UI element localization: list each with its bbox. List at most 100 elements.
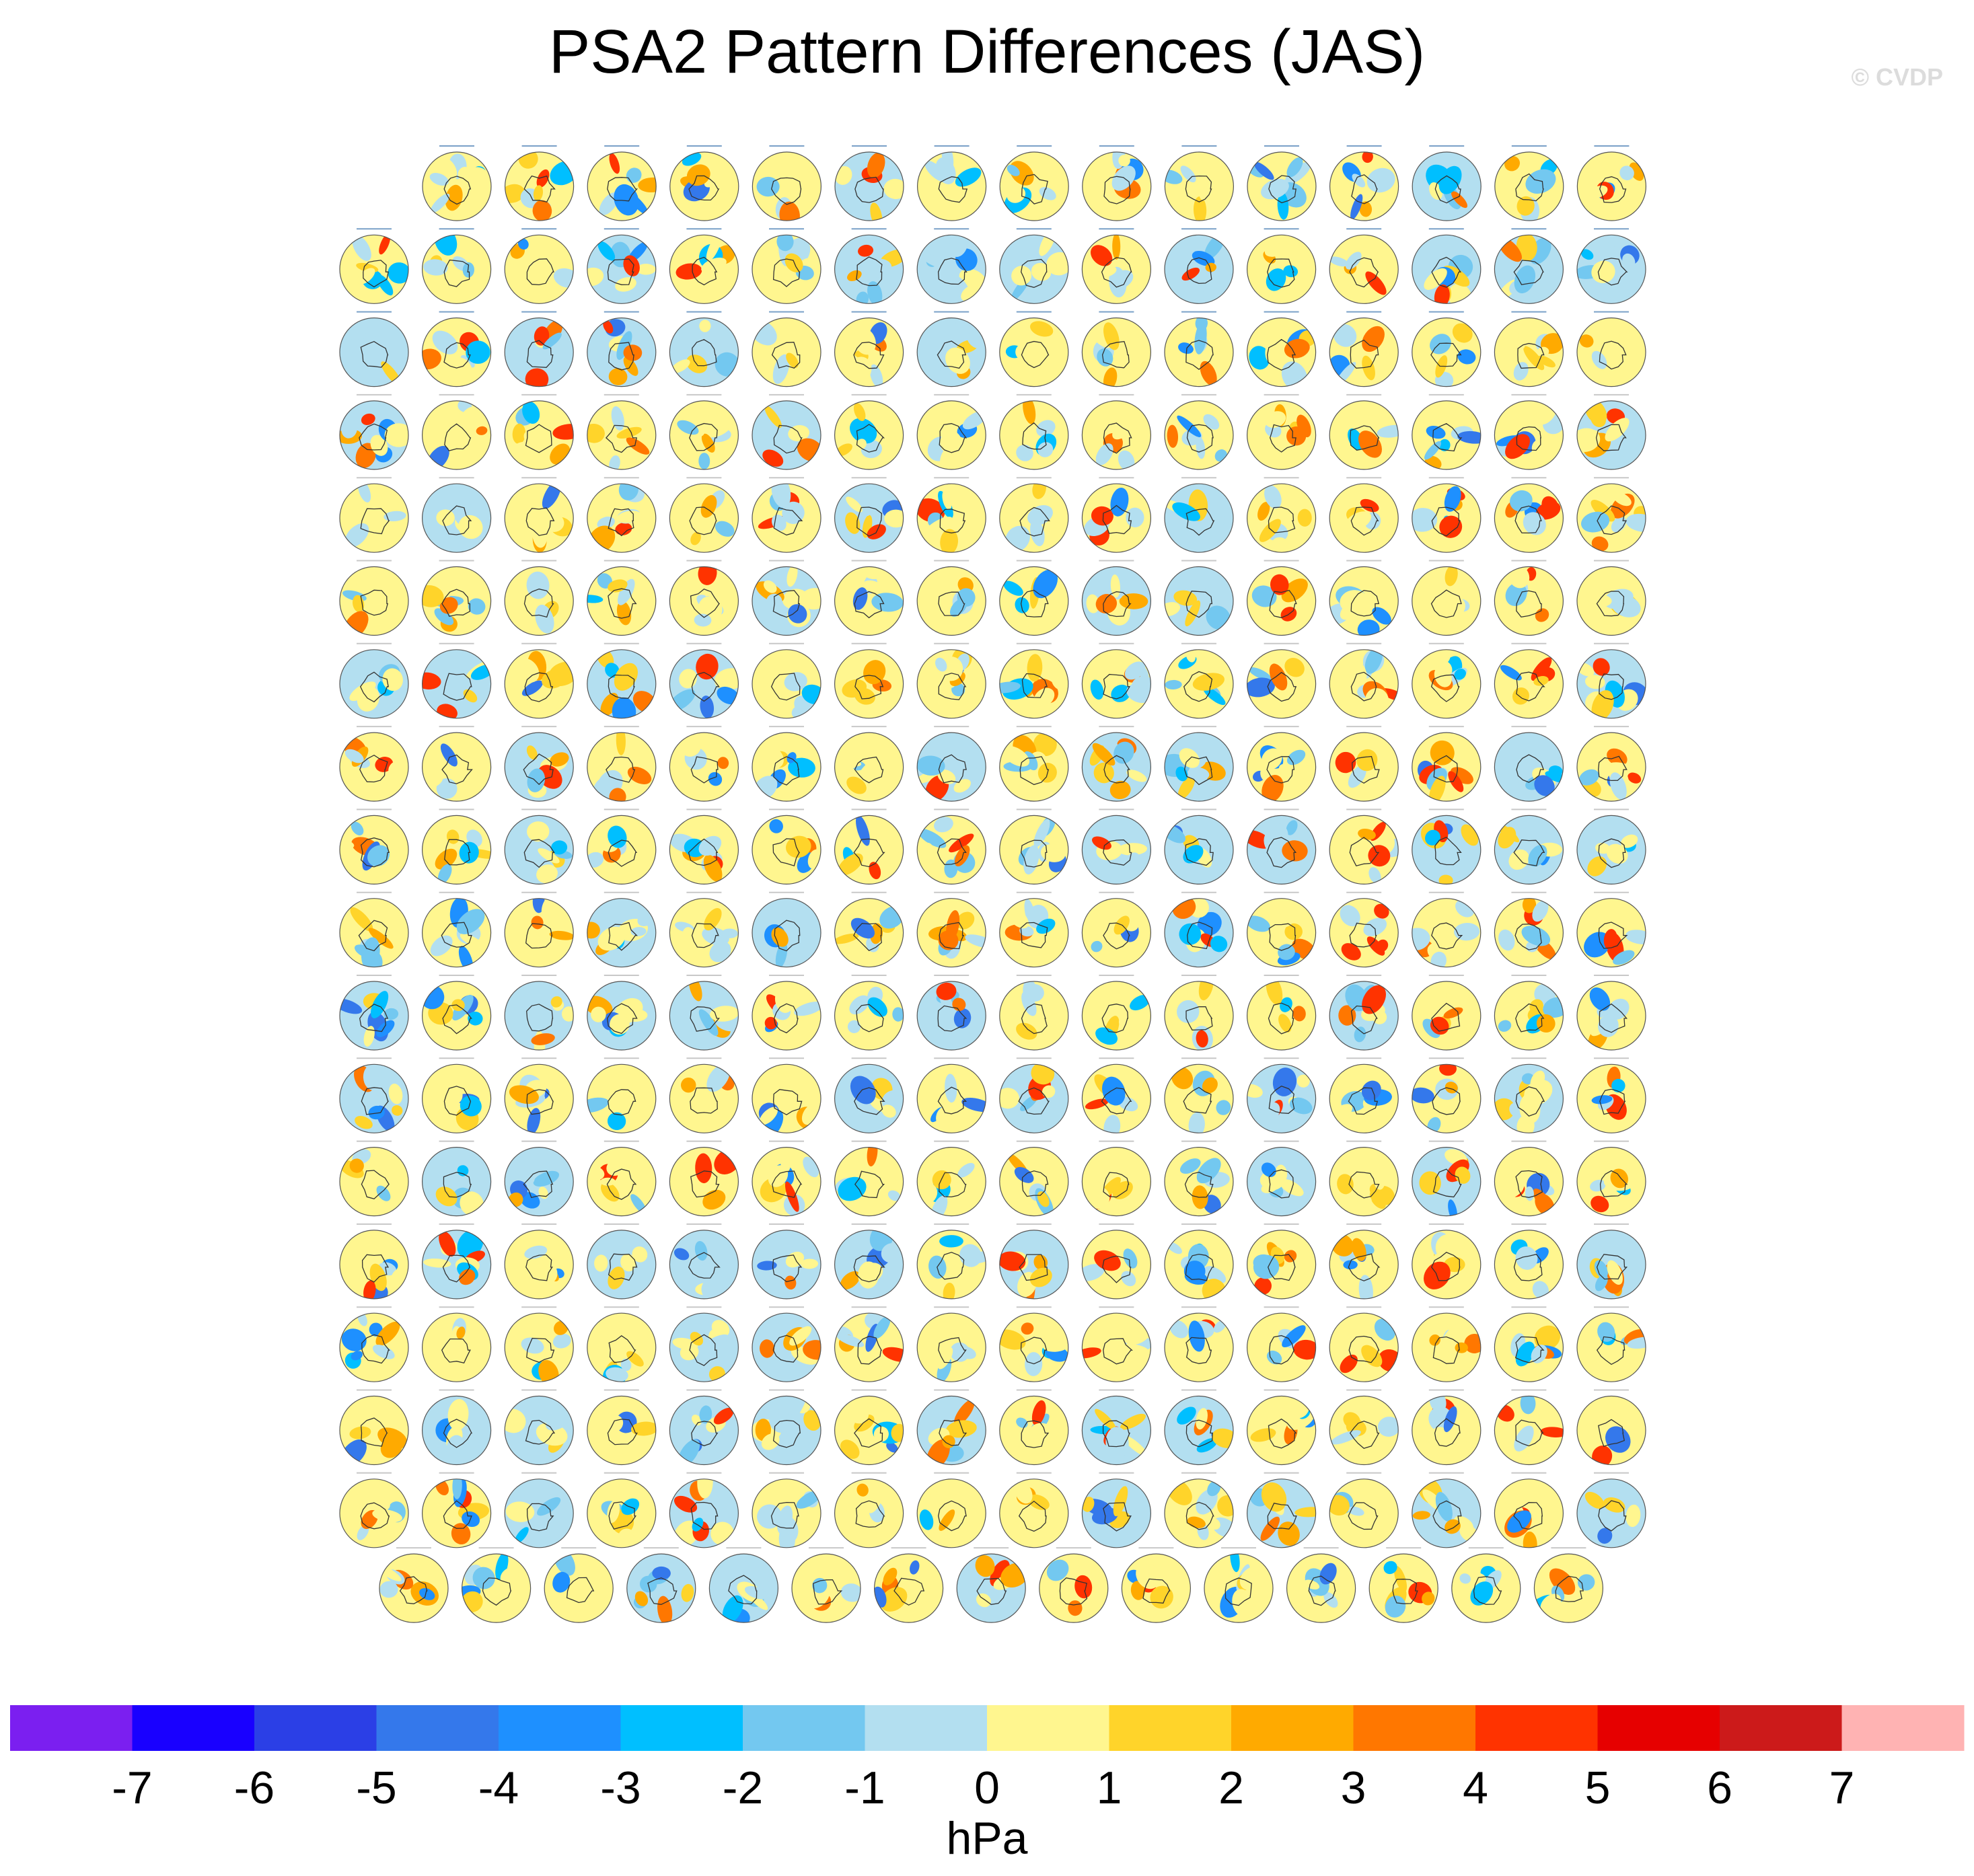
panel-map: [504, 726, 574, 802]
panel-map: [999, 809, 1069, 885]
panel-map: [1576, 228, 1646, 304]
panel-map: [1081, 1057, 1152, 1133]
panel-map: [999, 891, 1069, 968]
panel-map: [1576, 560, 1646, 636]
panel-map: [1576, 1223, 1646, 1300]
panel-map: [504, 1389, 574, 1466]
panel-map: [1576, 891, 1646, 968]
panel-map: [1412, 891, 1482, 968]
panel-map: [1329, 477, 1399, 553]
panel-map: [1081, 642, 1152, 719]
panel-map: [1412, 1306, 1482, 1382]
panel-map: [1164, 1389, 1234, 1466]
colorbar-segment: [1720, 1705, 1842, 1751]
panel-map: [1246, 809, 1317, 885]
panel-map: [669, 560, 739, 636]
panel-map: [1081, 1472, 1152, 1548]
panel-map: [1164, 311, 1234, 387]
panel-map: [708, 1547, 779, 1623]
panel-map: [504, 1057, 574, 1133]
panel-map: [1576, 1306, 1646, 1382]
panel-map: [834, 809, 904, 885]
panel-map: [421, 1389, 492, 1466]
panel-map: [834, 1306, 904, 1382]
panel-map: [999, 393, 1069, 470]
colorbar-tick-label: 3: [1341, 1762, 1366, 1813]
panel-map: [1164, 1306, 1234, 1382]
panel-map: [999, 1057, 1069, 1133]
panel-map: [1494, 477, 1564, 553]
panel-map: [421, 891, 492, 968]
panel-map: [1246, 393, 1317, 470]
panel-map: [587, 1223, 657, 1300]
panel-map: [669, 1057, 739, 1133]
panel-map: [1164, 1057, 1234, 1133]
panel-map: [916, 1306, 986, 1382]
panel-map: [1081, 809, 1152, 885]
panel-map: [916, 1223, 986, 1300]
colorbar-segment: [620, 1705, 743, 1751]
panel-map: [587, 975, 657, 1051]
colorbar-segment: [987, 1705, 1109, 1751]
panel-map: [669, 975, 739, 1051]
panel-map: [834, 726, 904, 802]
panel-map: [752, 1472, 821, 1548]
panel-map: [1081, 477, 1152, 553]
panel-map: [752, 145, 822, 221]
panel-map: [504, 1472, 574, 1548]
panel-map: [1329, 393, 1399, 470]
panel-map: [669, 1223, 739, 1300]
panel-map: [1246, 1223, 1317, 1300]
panel-map: [999, 642, 1069, 719]
panel-map: [916, 726, 986, 802]
panel-map: [421, 1472, 492, 1548]
colorbar-segment: [1353, 1705, 1476, 1751]
panel-map: [1286, 1547, 1356, 1623]
panel-map: [669, 393, 739, 470]
panel-map: [339, 809, 409, 885]
panel-map: [421, 975, 492, 1051]
panel-map: [1246, 560, 1317, 636]
panel-map: [504, 393, 574, 470]
panel-map: [504, 975, 574, 1051]
panel-map: [1412, 1223, 1482, 1300]
panel-map: [1246, 228, 1317, 304]
panel-map: [1576, 393, 1646, 470]
colorbar-tick-label: 1: [1097, 1762, 1122, 1813]
panel-map: [1246, 975, 1317, 1051]
panel-map: [339, 311, 409, 387]
panel-map: [916, 311, 986, 387]
panel-map: [1412, 726, 1482, 802]
panel-map: [1494, 1140, 1564, 1217]
panel-map: [421, 642, 492, 719]
panel-map: [1081, 1306, 1152, 1382]
colorbar-segment: [376, 1705, 499, 1751]
panel-map: [999, 726, 1069, 802]
panel-map: [916, 891, 986, 968]
panel-map: [1576, 809, 1646, 885]
panel-map: [669, 228, 739, 304]
panel-map: [999, 1306, 1069, 1382]
panel-map: [544, 1547, 614, 1623]
panel-map: [916, 975, 986, 1051]
panel-map: [421, 726, 492, 802]
panel-map: [1412, 311, 1482, 387]
panel-map: [504, 145, 575, 221]
panel-map: [1494, 145, 1564, 221]
panel-map: [504, 1223, 574, 1300]
panel-map: [669, 1140, 739, 1217]
panel-map: [752, 477, 821, 553]
panel-map: [587, 642, 657, 719]
watermark: © CVDP: [1851, 63, 1943, 91]
panel-map: [1081, 228, 1152, 304]
panel-map: [1246, 1472, 1317, 1548]
colorbar-tick-label: 7: [1829, 1762, 1855, 1813]
panel-map: [1494, 642, 1564, 719]
panel-map: [1576, 726, 1646, 802]
panel-map: [1494, 891, 1564, 968]
panel-map: [1329, 891, 1399, 968]
colorbar-tick-label: -7: [112, 1762, 152, 1813]
panel-map: [752, 1140, 821, 1217]
panel-map: [834, 311, 904, 387]
